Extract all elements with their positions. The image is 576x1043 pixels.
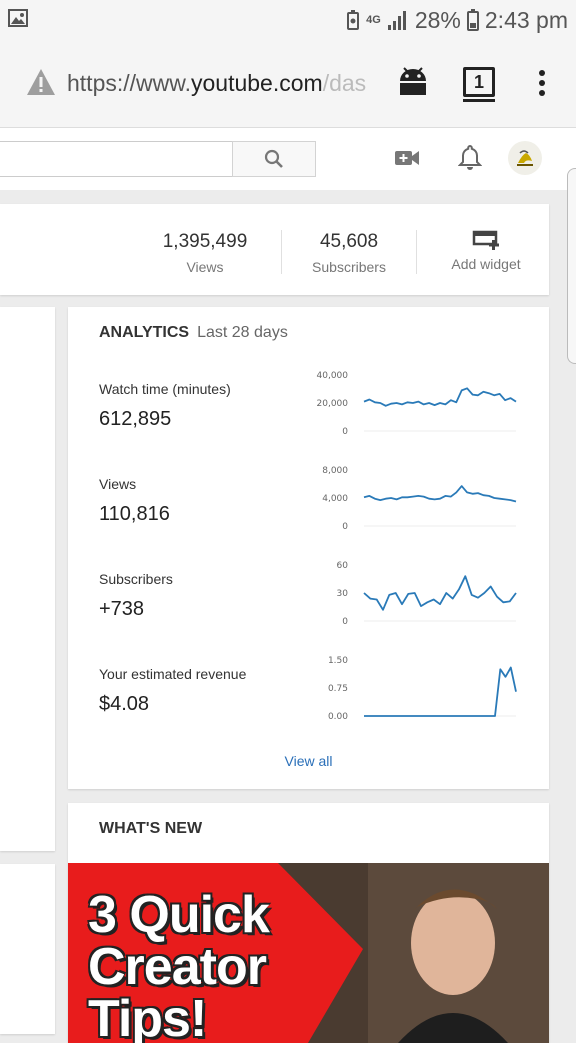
add-widget-label: Add widget [451, 256, 521, 272]
battery-icon [466, 9, 479, 31]
overflow-menu-icon[interactable] [537, 69, 547, 97]
sparkline-tick-label: 0 [342, 427, 348, 437]
side-scroll-handle[interactable] [567, 168, 576, 364]
view-all-link[interactable]: View all [284, 753, 333, 769]
metric-label: Watch time (minutes) [99, 381, 231, 397]
add-widget-icon [472, 230, 499, 250]
left-panel-card [0, 307, 55, 851]
notifications-bell-icon[interactable] [458, 144, 482, 172]
clock: 2:43 pm [484, 6, 568, 33]
analytics-card: ANALYTICS Last 28 days Watch time (minute… [68, 307, 549, 789]
battery-percent: 28% [414, 6, 461, 33]
sparkline-tick-label: 0 [342, 617, 348, 627]
sparkline-series-line [364, 666, 517, 717]
analytics-period: Last 28 days [197, 324, 288, 341]
views-label: Views [186, 259, 224, 275]
search-icon [264, 149, 283, 168]
url-scheme: https://www. [67, 70, 191, 96]
sparkline-series-line [363, 575, 517, 611]
not-secure-warning-icon[interactable] [26, 68, 56, 96]
account-avatar[interactable] [508, 141, 542, 175]
tab-switcher-underline [463, 99, 495, 102]
sparkline-tick-label: 20,000 [317, 399, 349, 409]
sparkline-tick-label: 40,000 [317, 371, 349, 381]
tab-switcher-button[interactable]: 1 [463, 67, 495, 97]
browser-toolbar: https://www.youtube.com/das 1 [0, 40, 576, 128]
analytics-title: ANALYTICS [99, 324, 190, 341]
url-path: /das [322, 70, 367, 96]
watch-time-sparkline: 40,000 20,000 0 [317, 371, 517, 437]
revenue-sparkline: 1.50 0.75 0.00 [328, 656, 517, 722]
youtube-header [0, 128, 576, 190]
metric-value: 612,895 [99, 408, 172, 430]
sparkline-tick-label: 8,000 [322, 466, 348, 476]
metric-value: +738 [99, 598, 145, 620]
subscribers-count: 45,608 [319, 231, 379, 252]
url-domain: youtube.com [190, 70, 323, 96]
creator-tips-video-thumbnail[interactable]: 3 Quick Creator Tips! [68, 863, 549, 1043]
search-input[interactable] [0, 141, 233, 177]
sparkline-series-line [363, 387, 517, 407]
sparkline-tick-label: 1.50 [328, 656, 348, 666]
stat-subscribers: 45,608 Subscribers [303, 231, 395, 275]
stat-divider [416, 230, 417, 274]
upload-video-icon[interactable] [394, 148, 420, 168]
metric-label: Views [99, 476, 137, 492]
signal-icon [387, 11, 406, 30]
sparkline-tick-label: 0.00 [328, 712, 348, 722]
sparkline-tick-label: 30 [337, 589, 349, 599]
metric-label: Your estimated revenue [99, 666, 247, 682]
android-icon[interactable] [397, 67, 429, 97]
sparkline-tick-label: 0 [342, 522, 348, 532]
analytics-header: ANALYTICS Last 28 days [99, 324, 288, 342]
metric-label: Subscribers [99, 571, 173, 587]
metric-value: $4.08 [99, 693, 150, 715]
status-bar: 4G 28% 2:43 pm [0, 0, 576, 40]
left-panel-card [0, 864, 55, 1034]
stat-views: 1,395,499 Views [156, 231, 254, 275]
gallery-notification-icon [8, 9, 28, 27]
address-bar[interactable]: https://www.youtube.com/das [67, 70, 379, 100]
add-widget-button[interactable]: Add widget [441, 230, 531, 272]
thumbnail-text: Tips! [88, 990, 207, 1043]
battery-saver-icon [347, 10, 360, 30]
network-type: 4G [366, 14, 381, 26]
views-count: 1,395,499 [162, 231, 248, 252]
thumbnail-text: Creator [88, 938, 267, 996]
subscribers-sparkline: 60 30 0 [337, 561, 517, 627]
sparkline-tick-label: 60 [337, 561, 349, 571]
stat-divider [281, 230, 282, 274]
subscribers-label: Subscribers [312, 259, 386, 275]
search-button[interactable] [232, 141, 316, 177]
thumbnail-text: 3 Quick [88, 886, 270, 944]
avatar-image-icon [517, 150, 533, 166]
sparkline-tick-label: 0.75 [328, 684, 348, 694]
sparkline-series-line [363, 485, 517, 503]
views-sparkline: 8,000 4,000 0 [322, 466, 517, 532]
metric-value: 110,816 [99, 503, 170, 525]
channel-stats-card: 1,395,499 Views 45,608 Subscribers Add w… [0, 204, 549, 295]
sparkline-tick-label: 4,000 [322, 494, 348, 504]
whats-new-card: WHAT'S NEW 3 Quick Creator Tips! [68, 803, 549, 1043]
whats-new-title: WHAT'S NEW [99, 820, 203, 837]
